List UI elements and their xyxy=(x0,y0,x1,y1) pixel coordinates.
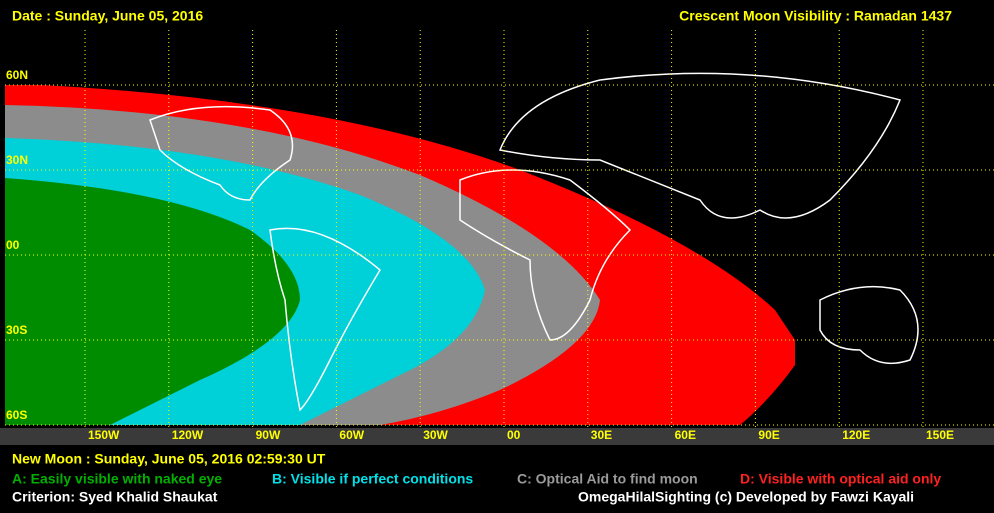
lon-label: 30E xyxy=(591,428,612,442)
africa xyxy=(459,169,632,341)
lon-label: 150W xyxy=(88,428,120,442)
lon-label: 60E xyxy=(675,428,696,442)
map-title: Crescent Moon Visibility : Ramadan 1437 xyxy=(679,8,952,24)
legend-a: A: Easily visible with naked eye xyxy=(12,471,222,487)
zone-a xyxy=(5,178,300,425)
australia xyxy=(819,285,919,365)
lon-label: 150E xyxy=(926,428,954,442)
legend-d: D: Visible with optical aid only xyxy=(740,471,941,487)
south-america xyxy=(269,227,381,412)
lon-label: 30W xyxy=(423,428,448,442)
legend-b: B: Visible if perfect conditions xyxy=(272,471,473,487)
new-moon: New Moon : Sunday, June 05, 2016 02:59:3… xyxy=(12,451,326,467)
legend-c: C: Optical Aid to find moon xyxy=(517,471,698,487)
eurasia xyxy=(498,72,902,219)
lat-label: 60S xyxy=(6,408,27,422)
grid: 60N 30N 00 30S 60S 150W 120W 90W 60W 30W 00 30E 60E 9… xyxy=(5,30,994,442)
lon-label: 60W xyxy=(339,428,364,442)
lon-label: 120E xyxy=(842,428,870,442)
longitude-strip xyxy=(0,428,994,445)
lon-label: 90E xyxy=(758,428,779,442)
lat-label: 60N xyxy=(6,68,28,82)
lat-label: 30S xyxy=(6,323,27,337)
credit: OmegaHilalSighting (c) Developed by Fawz… xyxy=(578,489,914,505)
lat-label: 30N xyxy=(6,153,28,167)
lon-label: 00 xyxy=(507,428,521,442)
map-date: Date : Sunday, June 05, 2016 xyxy=(12,8,203,24)
criterion: Criterion: Syed Khalid Shaukat xyxy=(12,489,218,505)
lat-label: 00 xyxy=(6,238,20,252)
lon-label: 90W xyxy=(256,428,281,442)
lon-label: 120W xyxy=(172,428,204,442)
north-america xyxy=(149,105,294,201)
coastlines xyxy=(149,72,919,412)
